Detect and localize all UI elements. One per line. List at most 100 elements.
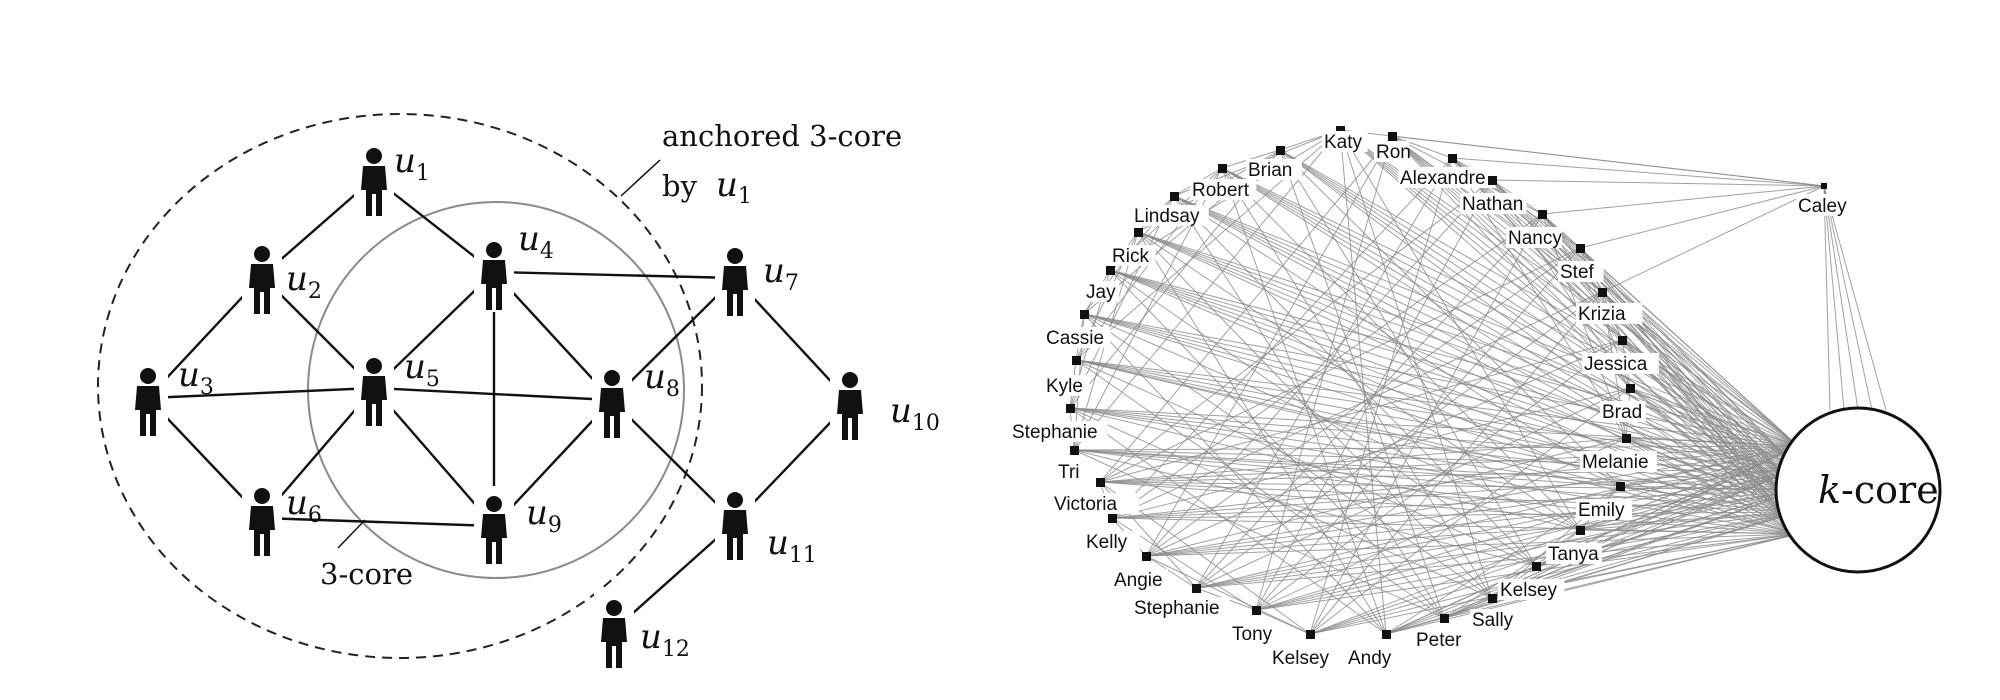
mesh-edge-15-25	[1195, 387, 1631, 589]
name-label: Stef	[1560, 262, 1595, 283]
core-pointer-line	[337, 519, 366, 549]
fan-edge-6-1	[1173, 195, 1799, 469]
mesh-edge-27-29	[1255, 609, 1311, 635]
node-marker	[1626, 384, 1635, 393]
label-u6: u6	[286, 483, 322, 528]
name-node-16: Stephanie	[1010, 404, 1108, 443]
name-label: Sally	[1472, 610, 1514, 631]
fan-edge-19-4	[1099, 481, 1799, 535]
fan-edge-23-0	[1145, 445, 1799, 557]
node-marker	[1192, 584, 1201, 593]
node-marker	[1538, 210, 1547, 219]
fan-edge-4-2	[1221, 167, 1799, 491]
fan-edge-5-1	[1491, 179, 1799, 469]
fan-edge-25-4	[1195, 533, 1799, 589]
fan-edge-16-2	[1069, 407, 1799, 491]
name-node-30: Andy	[1346, 630, 1392, 669]
mesh-edge-2-28	[1279, 149, 1445, 619]
mesh-edge-23-29	[1145, 555, 1311, 635]
name-node-4: Robert	[1190, 164, 1257, 201]
name-node-12: Cassie	[1044, 310, 1111, 349]
fan-edge-8-1	[1137, 231, 1799, 469]
name-node-11: Krizia	[1576, 288, 1643, 325]
label-u11: u11	[767, 523, 817, 568]
name-node-20: Emily	[1576, 482, 1632, 521]
fan-edge-19-2	[1099, 481, 1799, 491]
mesh-edge-0-22	[1339, 129, 1581, 531]
fan-edge-17-0	[1625, 437, 1799, 447]
label-u3: u3	[178, 355, 214, 400]
name-node-13: Jessica	[1582, 336, 1659, 375]
fan-edge-23-1	[1145, 467, 1799, 557]
mesh-edge-11-25	[1195, 291, 1603, 589]
mesh-edge-10-20	[1109, 269, 1621, 487]
mesh-edge-23-25	[1145, 555, 1197, 589]
edge-u5-u8	[373, 386, 613, 402]
person-u9: u9	[474, 486, 562, 566]
node-marker	[1448, 154, 1457, 163]
name-node-19: Victoria	[1052, 478, 1140, 515]
name-node-8: Rick	[1110, 228, 1156, 267]
fan-edge-27-3	[1255, 511, 1799, 611]
name-label: Stephanie	[1012, 422, 1098, 443]
fan-edge-30-0	[1385, 445, 1799, 635]
name-label: Cassie	[1046, 328, 1104, 349]
label-u8: u8	[644, 357, 680, 402]
fan-edge-17-1	[1625, 437, 1799, 469]
fan-edge-25-2	[1195, 489, 1799, 589]
k-core-label: k-core	[1818, 468, 1939, 512]
caley-core-edge-0	[1823, 185, 1831, 411]
name-label: Victoria	[1054, 494, 1117, 515]
fan-edge-22-2	[1579, 489, 1799, 531]
anchored-by-user: u1	[716, 165, 752, 209]
node-marker	[1218, 164, 1227, 173]
anchored-core-label: anchored 3-core	[662, 119, 902, 153]
node-marker	[1336, 126, 1345, 135]
fan-edge-23-3	[1145, 511, 1799, 557]
node-marker	[1598, 288, 1607, 297]
fan-edge-18-2	[1073, 449, 1799, 491]
label-u1: u1	[394, 141, 430, 186]
fan-edge-21-1	[1111, 467, 1799, 519]
name-node-28: Peter	[1414, 614, 1470, 651]
name-node-21: Kelly	[1084, 514, 1140, 553]
person-u5: u5	[354, 347, 440, 428]
caley-edge-6	[1601, 185, 1825, 293]
name-node-10: Jay	[1084, 266, 1120, 303]
mesh-edge-18-28	[1073, 449, 1445, 619]
node-marker	[1622, 434, 1631, 443]
node-marker	[1066, 404, 1075, 413]
fan-edge-8-0	[1137, 231, 1799, 447]
name-node-0: Katy	[1322, 126, 1368, 153]
fan-edge-9-0	[1579, 247, 1799, 447]
anchored-pointer-line	[620, 159, 661, 197]
name-label: Tony	[1232, 624, 1273, 645]
caley-edge-3	[1491, 179, 1825, 187]
name-node-3: Alexandre	[1398, 154, 1496, 189]
mesh-edge-0-18	[1073, 129, 1341, 451]
name-label: Tri	[1058, 462, 1079, 483]
mesh-edge-6-16	[1069, 195, 1175, 409]
mesh-edge-7-17	[1541, 213, 1627, 439]
anchored-by-label: by	[662, 169, 698, 203]
fan-edge-21-3	[1111, 511, 1799, 519]
fan-edge-11-3	[1601, 291, 1799, 513]
edge-u8-u11	[611, 399, 736, 523]
node-marker	[1576, 244, 1585, 253]
name-label: Andy	[1348, 648, 1392, 669]
left-graph: u1 u2 u3 u4 u5 u6 u7 u8 u9 u10 u11 u12 anchored 3-c…	[97, 113, 940, 670]
fan-edge-20-1	[1619, 467, 1799, 487]
name-label: Brad	[1602, 402, 1642, 423]
node-layer: u1 u2 u3 u4 u5 u6 u7 u8 u9 u10 u11 u12	[128, 138, 940, 670]
name-label: Rick	[1112, 246, 1149, 267]
node-marker	[1134, 228, 1143, 237]
name-label: Lindsay	[1134, 206, 1200, 227]
node-marker	[1108, 514, 1117, 523]
edge-u3-u5	[147, 386, 375, 400]
label-u12: u12	[640, 617, 690, 662]
person-u11: u11	[715, 482, 817, 568]
caley-label: Caley	[1798, 196, 1847, 217]
name-label: Kyle	[1046, 376, 1083, 397]
label-u9: u9	[526, 493, 562, 538]
